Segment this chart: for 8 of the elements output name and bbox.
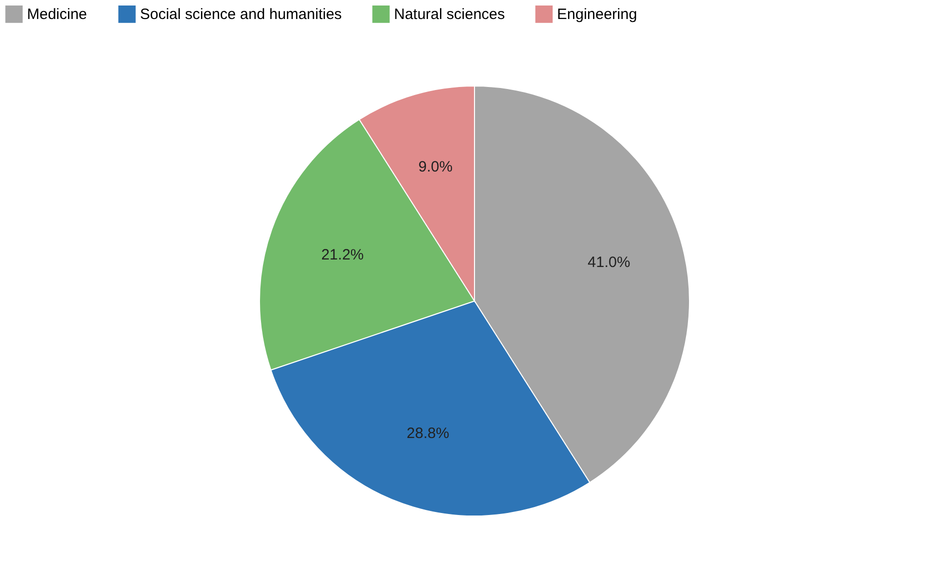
data-label: 9.0% [418, 158, 453, 176]
legend-label: Social science and humanities [140, 6, 342, 24]
data-label: 21.2% [321, 246, 364, 264]
data-label: 28.8% [406, 425, 450, 442]
legend-label: Engineering [557, 6, 638, 24]
legend-label: Natural sciences [394, 6, 505, 24]
data-label: 41.0% [588, 254, 630, 271]
legend-label: Medicine [27, 6, 88, 24]
